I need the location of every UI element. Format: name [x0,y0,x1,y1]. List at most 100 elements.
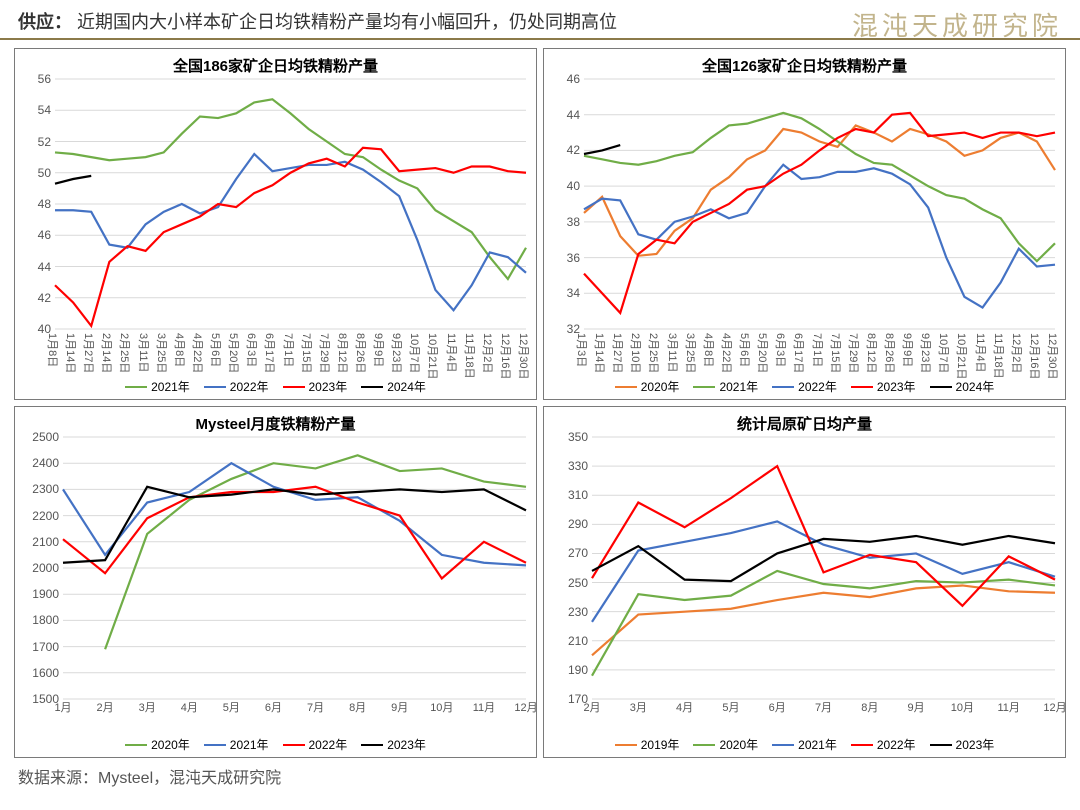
legend-swatch [361,744,383,746]
legend-item: 2020年 [693,736,758,753]
x-tick: 4月22日 [190,333,206,373]
x-tick: 1月14日 [63,333,79,373]
chart-grid: 全国186家矿企日均铁精粉产量 4042444648505254561月8日1月… [0,40,1080,760]
legend-item: 2020年 [125,736,190,753]
header-title: 供应： 近期国内大小样本矿企日均铁精粉产量均有小幅回升，仍处同期高位 [18,8,617,34]
x-tick: 12月2日 [480,333,496,373]
chart-body: 32343638404244461月3日1月14日1月27日2月10日2月25日… [584,79,1055,329]
x-tick: 4月8日 [172,333,188,367]
x-tick: 9月23日 [918,333,934,373]
legend-label: 2023年 [956,736,995,753]
legend-label: 2022年 [309,736,348,753]
y-tick: 36 [567,251,584,265]
legend-label: 2020年 [151,736,190,753]
legend-item: 2021年 [693,378,758,395]
x-tick: 7月 [815,699,832,715]
x-tick: 11月4日 [973,333,989,373]
x-tick: 1月3日 [574,333,590,367]
x-tick: 8月26日 [353,333,369,373]
x-tick: 3月11日 [136,333,152,373]
x-tick: 12月16日 [498,333,514,379]
x-tick: 1月27日 [81,333,97,373]
legend-swatch [772,744,794,746]
x-tick: 12月 [1043,699,1066,715]
legend-label: 2022年 [230,378,269,395]
legend-swatch [615,386,637,388]
x-tick: 2月10日 [628,333,644,373]
y-tick: 1700 [32,640,63,654]
x-tick: 12月16日 [1027,333,1043,379]
legend-swatch [930,744,952,746]
y-tick: 2200 [32,509,63,523]
x-tick: 6月17日 [262,333,278,373]
x-tick: 5月20日 [226,333,242,373]
y-tick: 48 [38,197,55,211]
x-tick: 4月 [676,699,693,715]
legend-item: 2021年 [772,736,837,753]
legend-item: 2022年 [851,736,916,753]
y-tick: 52 [38,135,55,149]
y-tick: 190 [568,663,592,677]
y-tick: 40 [567,179,584,193]
legend-label: 2021年 [798,736,837,753]
legend-item: 2020年 [615,378,680,395]
chart-title: 全国126家矿企日均铁精粉产量 [544,49,1065,78]
x-tick: 9月23日 [389,333,405,373]
y-tick: 1800 [32,613,63,627]
legend-item: 2023年 [930,736,995,753]
legend-swatch [283,744,305,746]
watermark-text: 混沌天成研究院 [852,6,1062,43]
x-tick: 7月 [307,699,324,715]
legend-label: 2023年 [877,378,916,395]
x-tick: 3月11日 [665,333,681,373]
x-tick: 1月14日 [592,333,608,373]
x-tick: 5月 [722,699,739,715]
y-tick: 44 [567,108,584,122]
legend-item: 2022年 [283,736,348,753]
chart-body: 1701902102302502702903103303502月3月4月5月6月… [592,437,1055,699]
x-tick: 1月27日 [610,333,626,373]
x-tick: 12月30日 [1045,333,1061,379]
y-tick: 210 [568,634,592,648]
chart-title: 统计局原矿日均产量 [544,407,1065,436]
legend-swatch [204,744,226,746]
y-tick: 44 [38,260,55,274]
x-tick: 12月2日 [1009,333,1025,373]
legend-item: 2023年 [361,736,426,753]
legend-swatch [851,386,873,388]
y-tick: 50 [38,166,55,180]
legend: 2021年2022年2023年2024年 [15,378,536,395]
x-tick: 6月3日 [244,333,260,367]
legend-item: 2021年 [125,378,190,395]
y-tick: 56 [38,72,55,86]
footer-source: 数据来源：Mysteel，混沌天成研究院 [0,760,1080,792]
x-tick: 7月29日 [846,333,862,373]
x-tick: 11月4日 [444,333,460,373]
y-tick: 38 [567,215,584,229]
legend-swatch [361,386,383,388]
x-tick: 2月25日 [117,333,133,373]
legend-swatch [772,386,794,388]
chart-body: 1500160017001800190020002100220023002400… [63,437,526,699]
legend: 2019年2020年2021年2022年2023年 [544,736,1065,753]
x-tick: 8月26日 [882,333,898,373]
legend-label: 2022年 [798,378,837,395]
y-tick: 34 [567,286,584,300]
x-tick: 6月3日 [773,333,789,367]
legend-item: 2022年 [772,378,837,395]
legend-swatch [125,744,147,746]
x-tick: 3月25日 [154,333,170,373]
y-tick: 290 [568,517,592,531]
x-tick: 7月1日 [281,333,297,367]
x-tick: 3月25日 [683,333,699,373]
legend-label: 2021年 [151,378,190,395]
x-tick: 9月 [391,699,408,715]
legend-label: 2020年 [719,736,758,753]
x-tick: 2月25日 [646,333,662,373]
y-tick: 230 [568,605,592,619]
y-tick: 350 [568,430,592,444]
x-tick: 10月7日 [936,333,952,373]
legend: 2020年2021年2022年2023年 [15,736,536,753]
x-tick: 10月 [951,699,974,715]
legend-label: 2023年 [309,378,348,395]
